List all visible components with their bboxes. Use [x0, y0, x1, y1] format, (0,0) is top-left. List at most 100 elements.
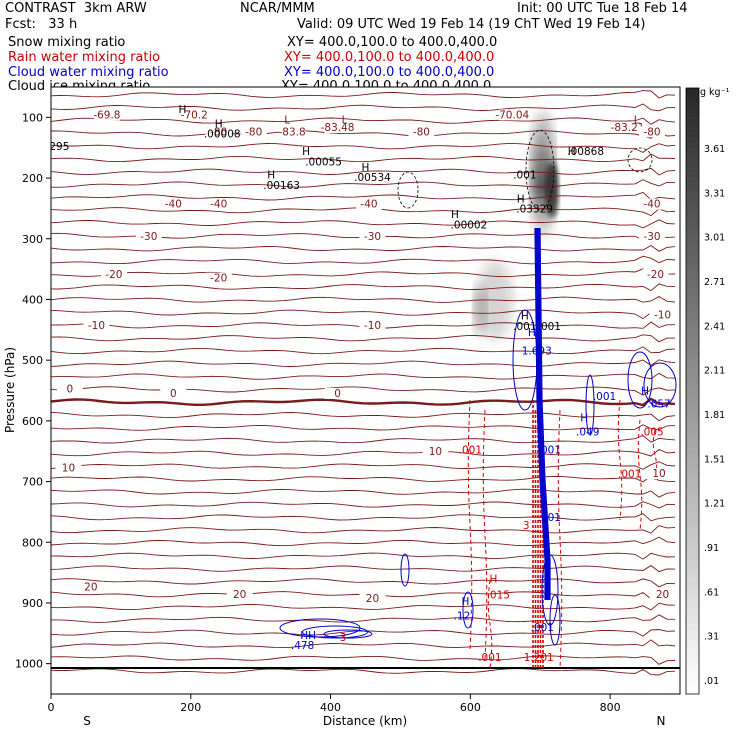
cloud-water-core-contour	[536, 227, 548, 600]
isotherm-line	[51, 411, 676, 422]
y-axis: 100 200 300 400 500 600 700 800 900 1000	[15, 111, 51, 671]
colorbar-swatch	[686, 123, 699, 129]
legend-snow-xy: XY= 400.0,100.0 to 400.0,400.0	[287, 35, 498, 50]
colorbar-swatch	[686, 443, 699, 449]
legend-rain-label: Rain water mixing ratio	[8, 50, 161, 65]
y-tick-label: 500	[22, 354, 43, 367]
extremum-label: H	[302, 146, 310, 158]
colorbar-swatch	[686, 333, 699, 339]
colorbar-swatch	[686, 493, 699, 499]
colorbar-swatch	[686, 243, 699, 249]
colorbar-swatch	[686, 653, 699, 660]
colorbar-swatch	[686, 168, 699, 174]
colorbar-swatch	[686, 608, 699, 615]
temperature-label-bg	[77, 581, 104, 593]
colorbar-swatch	[686, 238, 699, 244]
y-tick-label: 600	[22, 415, 43, 428]
colorbar-swatch	[686, 228, 699, 234]
colorbar-swatch	[686, 433, 699, 439]
isotherm-line	[51, 614, 676, 623]
colorbar-swatch	[686, 248, 699, 254]
colorbar-swatch	[686, 158, 699, 164]
x-axis: 0 200 400 600 800	[48, 694, 621, 714]
colorbar-swatch	[686, 388, 699, 394]
temperature-label-bg	[499, 109, 526, 121]
colorbar-swatch	[686, 323, 699, 329]
legend-snow-label: Snow mixing ratio	[8, 35, 126, 50]
cloud-water-contour	[400, 553, 410, 587]
temperature-label: -10	[654, 310, 671, 322]
colorbar-swatch	[686, 348, 699, 354]
temperature-label-bg	[160, 387, 187, 399]
cloud-water-contour	[627, 351, 653, 409]
y-tick-label: 400	[22, 293, 43, 306]
isotherm-line	[51, 578, 676, 588]
colorbar-swatch	[686, 283, 699, 289]
y-tick-label: 800	[22, 536, 43, 549]
colorbar-swatch	[686, 448, 699, 454]
colorbar-swatch	[686, 93, 699, 99]
isotherm-line	[51, 475, 676, 483]
isotherm-line	[51, 565, 676, 573]
y-tick-label: 200	[22, 172, 43, 185]
x-tick-label: 600	[460, 701, 481, 714]
temperature-label-bg	[359, 319, 386, 331]
temperature-label-bg	[649, 588, 676, 600]
extremum-label: H	[521, 310, 529, 322]
temperature-label: -30	[643, 231, 660, 243]
colorbar-swatch	[686, 163, 699, 169]
rain-contour	[467, 399, 473, 651]
colorbar-swatch	[686, 533, 699, 540]
valid-time: Valid: 09 UTC Wed 19 Feb 14 (19 ChT Wed …	[297, 17, 646, 32]
colorbar-swatch	[686, 603, 699, 610]
colorbar-label: .91	[704, 543, 719, 554]
colorbar-swatch	[686, 288, 699, 294]
isotherm-line	[51, 655, 676, 665]
cloud-water-core-contour	[538, 227, 550, 600]
temperature-label-bg	[408, 126, 435, 138]
colorbar-swatch	[686, 658, 699, 665]
temperature-label: 0	[334, 388, 341, 400]
colorbar-swatch	[686, 643, 699, 650]
temperature-label-bg	[649, 309, 676, 321]
y-tick-label: 100	[22, 111, 43, 124]
y-tick-label: 900	[22, 597, 43, 610]
isotherm-line	[51, 461, 676, 470]
temperature-label: -70.2	[181, 109, 208, 121]
colorbar-swatch	[686, 368, 699, 374]
temperature-label: 10	[429, 446, 442, 458]
cloud-water-contour	[549, 594, 561, 646]
extremum-label: L	[284, 114, 290, 126]
colorbar-swatch	[686, 583, 699, 590]
colorbar-swatch	[686, 263, 699, 269]
colorbar-swatch	[686, 208, 699, 214]
isotherm-line	[51, 372, 676, 380]
colorbar-swatch	[686, 423, 699, 429]
colorbar-swatch	[686, 108, 699, 114]
temperature-label-bg	[100, 268, 127, 280]
legend-cloud-water-label: Cloud water mixing ratio	[8, 65, 169, 80]
cloud-water-contour	[643, 362, 677, 408]
isotherm-line	[51, 552, 676, 560]
colorbar-swatch	[686, 418, 699, 424]
x-axis-label: Distance (km)	[323, 714, 407, 728]
colorbar-swatch	[686, 403, 699, 409]
extremum-label: .00534	[354, 172, 391, 184]
temperature-label: 20	[233, 589, 246, 601]
colorbar-swatch	[686, 318, 699, 324]
colorbar-swatch	[686, 528, 699, 535]
colorbar-swatch	[686, 518, 699, 525]
extremum-label: .00008	[204, 128, 241, 140]
x-tick-label: 0	[48, 701, 55, 714]
temperature-label-bg	[639, 198, 666, 210]
isotherm-line	[51, 153, 676, 163]
colorbar-swatch	[686, 438, 699, 444]
isotherm-line	[51, 179, 676, 188]
extremum-label: H	[451, 209, 459, 221]
model-title: CONTRAST 3km ARW	[5, 1, 147, 16]
temperature-label-bg	[205, 272, 232, 284]
producer-label: NCAR/MMM	[240, 1, 315, 16]
colorbar-swatch	[686, 393, 699, 399]
colorbar-swatch	[686, 223, 699, 229]
extremum-label: 1.693	[522, 346, 552, 358]
